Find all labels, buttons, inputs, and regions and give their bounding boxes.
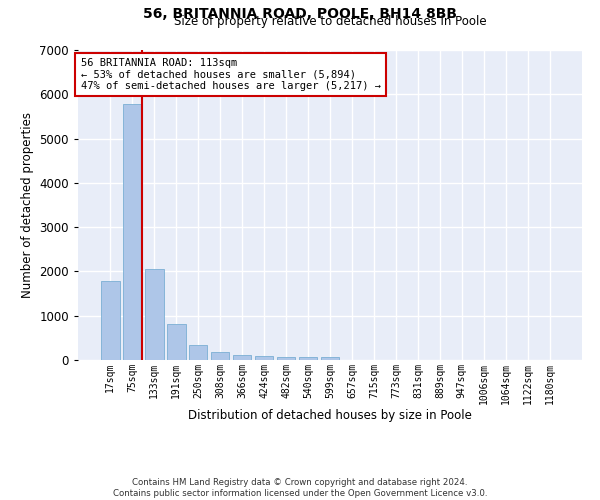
Bar: [320, 357, 340, 360]
Bar: [255, 356, 274, 360]
Text: 56, BRITANNIA ROAD, POOLE, BH14 8BB: 56, BRITANNIA ROAD, POOLE, BH14 8BB: [143, 8, 457, 22]
Bar: [189, 345, 208, 360]
Bar: [299, 358, 317, 360]
Bar: [211, 352, 229, 360]
X-axis label: Distribution of detached houses by size in Poole: Distribution of detached houses by size …: [188, 410, 472, 422]
Bar: [167, 324, 185, 360]
Title: Size of property relative to detached houses in Poole: Size of property relative to detached ho…: [173, 15, 487, 28]
Y-axis label: Number of detached properties: Number of detached properties: [21, 112, 34, 298]
Bar: [101, 281, 119, 360]
Bar: [123, 104, 142, 360]
Bar: [233, 355, 251, 360]
Text: Contains HM Land Registry data © Crown copyright and database right 2024.
Contai: Contains HM Land Registry data © Crown c…: [113, 478, 487, 498]
Bar: [145, 269, 164, 360]
Bar: [277, 356, 295, 360]
Text: 56 BRITANNIA ROAD: 113sqm
← 53% of detached houses are smaller (5,894)
47% of se: 56 BRITANNIA ROAD: 113sqm ← 53% of detac…: [80, 58, 380, 91]
